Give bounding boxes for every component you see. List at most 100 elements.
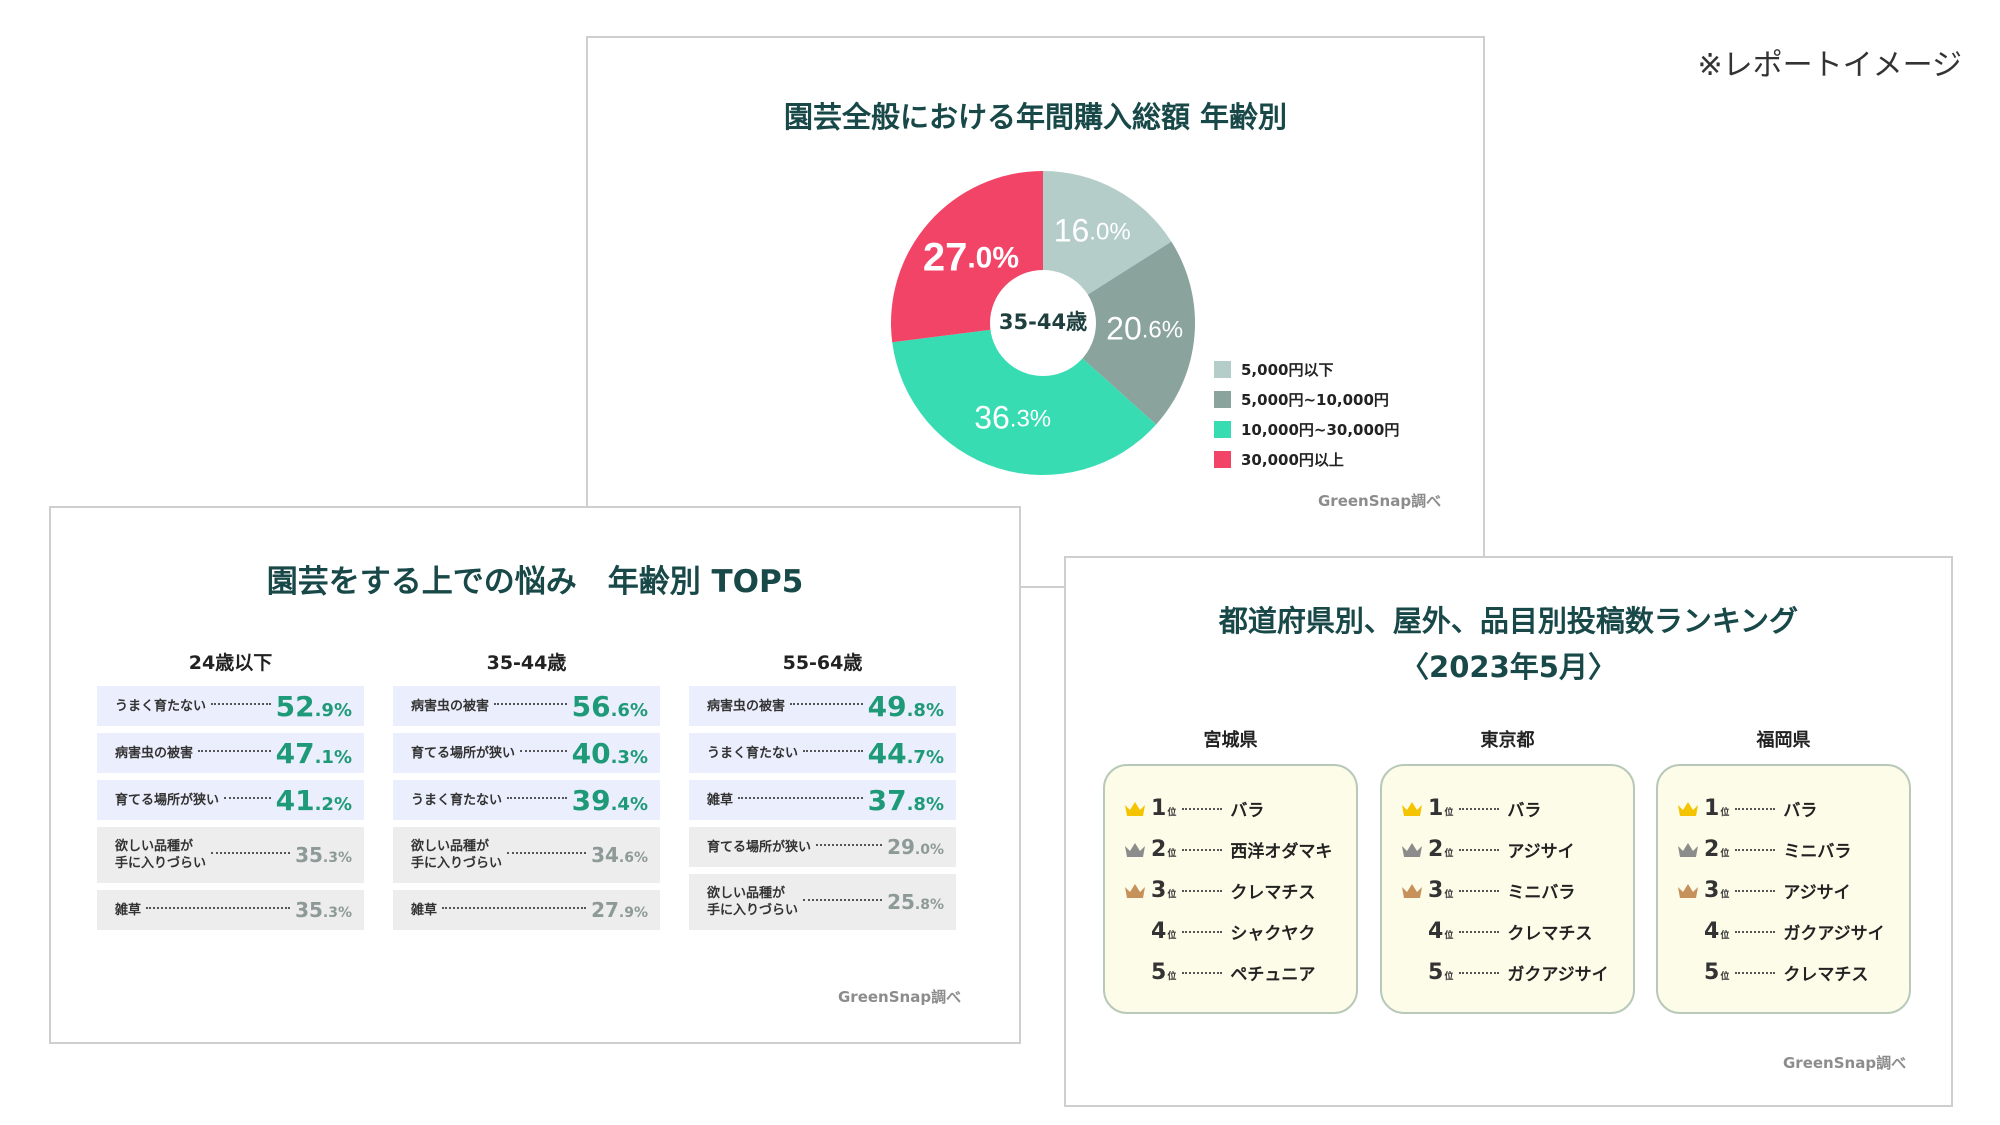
worries-age-group: 35-44歳 病害虫の被害 56.6% 育てる場所が狭い 40.3% うまく育たない 39.…: [393, 648, 660, 937]
worry-percentage: 29.0%: [887, 835, 944, 859]
worry-percentage: 37.8%: [867, 783, 944, 817]
legend-label: 10,000円~30,000円: [1241, 420, 1400, 439]
prefecture-ranking: 宮城県 1 位 バラ 2 位 西洋オダマキ 3 位 クレマチス 4 位 シャクヤク 5 位 ペチュニア: [1103, 726, 1358, 1014]
worry-item: 欲しい品種が 手に入りづらい 25.8%: [689, 874, 956, 930]
source-credit: GreenSnap調べ: [838, 988, 962, 1006]
legend-item: 30,000円以上: [1214, 444, 1399, 474]
prefecture-ranking: 東京都 1 位 バラ 2 位 アジサイ 3 位 ミニバラ 4 位 クレマチス 5 位 ガクアジサイ: [1380, 726, 1635, 1014]
ranking-item: 2 位 アジサイ: [1400, 829, 1633, 870]
crown-icon: [1123, 922, 1147, 942]
pie-slice-label: 20.6%: [1106, 311, 1183, 347]
dotted-leader: [1735, 848, 1776, 851]
worry-percentage: 47.1%: [275, 736, 352, 770]
dotted-leader: [1182, 971, 1223, 974]
dotted-leader: [803, 750, 863, 752]
legend-swatch: [1214, 390, 1231, 408]
worry-percentage: 49.8%: [867, 689, 944, 723]
ranking-item: 4 位 ガクアジサイ: [1676, 911, 1909, 952]
worry-percentage: 39.4%: [571, 783, 648, 817]
worry-percentage: 35.3%: [295, 843, 352, 867]
dotted-leader: [803, 899, 883, 901]
worry-label: 雑草: [707, 792, 734, 808]
worry-item: うまく育たない 39.4%: [393, 780, 660, 820]
pie-chart-title: 園芸全般における年間購入総額 年齢別: [783, 100, 1288, 134]
worry-item: 育てる場所が狭い 41.2%: [97, 780, 364, 820]
pie-center-hole: [990, 270, 1096, 376]
plant-name: クレマチス: [1230, 883, 1316, 903]
legend-item: 5,000円以下: [1214, 354, 1399, 384]
crown-icon: [1123, 881, 1147, 901]
ranking-title-line2: 〈2023年5月〉: [1400, 650, 1617, 684]
plant-name: バラ: [1230, 801, 1265, 821]
dotted-leader: [520, 750, 567, 752]
plant-name: アジサイ: [1783, 883, 1851, 903]
worry-item: うまく育たない 52.9%: [97, 686, 364, 726]
worry-label: 病害虫の被害: [707, 698, 786, 714]
legend-item: 5,000円~10,000円: [1214, 384, 1399, 414]
plant-name: ミニバラ: [1783, 842, 1852, 862]
legend-item: 10,000円~30,000円: [1214, 414, 1399, 444]
worry-item: 病害虫の被害 56.6%: [393, 686, 660, 726]
report-image-note: ※レポートイメージ: [1697, 48, 1962, 83]
ranking-item: 3 位 アジサイ: [1676, 870, 1909, 911]
pie-slice-label: 16.0%: [1054, 213, 1131, 249]
worry-percentage: 41.2%: [275, 783, 352, 817]
crown-icon: [1400, 799, 1424, 819]
ranking-item: 5 位 ガクアジサイ: [1400, 952, 1633, 993]
dotted-leader: [507, 797, 567, 799]
dotted-leader: [1182, 930, 1223, 933]
dotted-leader: [1182, 807, 1223, 810]
ranking-item: 1 位 バラ: [1400, 788, 1633, 829]
worry-percentage: 44.7%: [867, 736, 944, 770]
legend-swatch: [1214, 420, 1231, 438]
plant-name: クレマチス: [1783, 965, 1869, 985]
worry-label: 欲しい品種が 手に入りづらい: [115, 839, 207, 871]
worry-item: 欲しい品種が 手に入りづらい 35.3%: [97, 827, 364, 883]
ranking-title: 都道府県別、屋外、品目別投稿数ランキング 〈2023年5月〉: [1066, 598, 1951, 690]
pie-center-label: 35-44歳: [999, 310, 1087, 334]
crown-icon: [1400, 963, 1424, 983]
ranking-item: 1 位 バラ: [1123, 788, 1356, 829]
source-credit: GreenSnap調べ: [1318, 492, 1442, 510]
dotted-leader: [790, 703, 863, 705]
dotted-leader: [211, 703, 271, 705]
age-group-label: 24歳以下: [188, 652, 273, 674]
plant-name: ガクアジサイ: [1783, 924, 1885, 944]
worry-item: 育てる場所が狭い 40.3%: [393, 733, 660, 773]
worry-label: うまく育たない: [707, 745, 799, 761]
pie-slice-label: 36.3%: [974, 400, 1051, 436]
dotted-leader: [1735, 889, 1776, 892]
plant-name: バラ: [1783, 801, 1818, 821]
worry-item: 欲しい品種が 手に入りづらい 34.6%: [393, 827, 660, 883]
worry-label: 育てる場所が狭い: [411, 745, 516, 761]
pie-slice: [1043, 241, 1195, 425]
dotted-leader: [1735, 971, 1776, 974]
ranking-item: 5 位 ペチュニア: [1123, 952, 1356, 993]
plant-name: ペチュニア: [1230, 965, 1316, 985]
worry-label: 育てる場所が狭い: [707, 839, 812, 855]
crown-icon: [1123, 799, 1147, 819]
worry-label: 病害虫の被害: [411, 698, 490, 714]
worry-label: 雑草: [115, 902, 142, 918]
worry-label: 雑草: [411, 902, 438, 918]
plant-name: アジサイ: [1507, 842, 1575, 862]
dotted-leader: [1735, 930, 1776, 933]
worry-label: うまく育たない: [411, 792, 503, 808]
worry-percentage: 56.6%: [571, 689, 648, 723]
dotted-leader: [738, 797, 863, 799]
worry-item: 病害虫の被害 49.8%: [689, 686, 956, 726]
crown-icon: [1400, 881, 1424, 901]
crown-icon: [1400, 840, 1424, 860]
legend-swatch: [1214, 450, 1231, 468]
crown-icon: [1676, 922, 1700, 942]
dotted-leader: [1459, 971, 1500, 974]
plant-name: クレマチス: [1507, 924, 1593, 944]
